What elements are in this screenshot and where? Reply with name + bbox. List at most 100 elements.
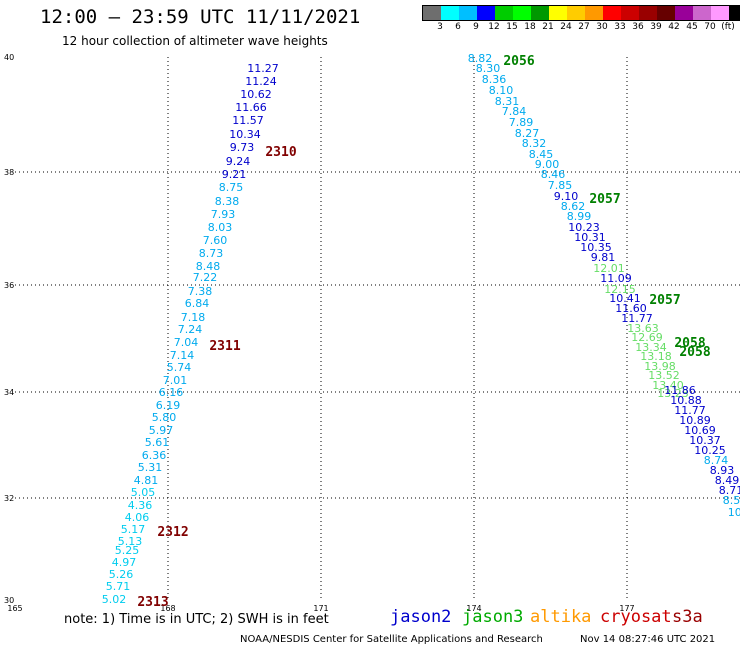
swh-value-right: 9.81 [591,251,616,264]
swh-value-right: 8.27 [515,127,540,140]
color-swatch [585,6,603,20]
swh-value-right: 8.99 [567,210,592,223]
swh-value-right: 10.89 [679,414,711,427]
swh-value-right: 8.46 [541,168,566,181]
swh-value-left: 7.04 [174,336,199,349]
footer-note: note: 1) Time is in UTC; 2) SWH is in fe… [64,612,329,627]
swh-value-right: 7.85 [548,179,573,192]
pass-id-label: 2058 [679,345,710,360]
swh-value-left: 8.03 [208,221,233,234]
swh-value-right: 13.52 [648,369,680,382]
swh-value-right: 10.23 [568,221,600,234]
swh-value-right: 13.34 [635,341,667,354]
swh-value-right: 10.69 [684,424,716,437]
swh-value-left: 7.18 [181,311,206,324]
swh-value-right: 8.45 [529,148,554,161]
swh-value-left: 6.19 [156,399,181,412]
generated-timestamp: Nov 14 08:27:46 UTC 2021 [580,634,716,645]
swh-value-left: 5.26 [109,568,134,581]
color-scale-label: 70 [704,22,716,32]
color-scale-label: 30 [596,22,608,32]
swh-value-left: 9.21 [222,168,247,181]
swh-value-left: 5.97 [149,424,174,437]
swh-value-right: 8.71 [719,484,740,497]
color-swatch [549,6,567,20]
color-swatch [693,6,711,20]
swh-value-left: 10.62 [240,88,272,101]
swh-value-left: 5.13 [118,535,143,548]
legend-altika: altika [530,607,592,627]
pass-id-label: 2057 [649,293,680,308]
swh-value-right: 10.37 [689,434,721,447]
swh-value-right: 8.74 [704,454,729,467]
swh-value-right: 10.25 [694,444,726,457]
swh-value-left: 9.73 [230,141,255,154]
pass-id-label: 2311 [209,339,240,354]
lat-tick-label: 32 [4,494,14,503]
color-scale-label: 3 [437,22,443,32]
credit-text: NOAA/NESDIS Center for Satellite Applica… [240,634,543,645]
swh-value-left: 5.71 [106,580,131,593]
lon-tick-label: 174 [466,604,481,613]
swh-value-left: 5.05 [131,486,156,499]
swh-value-right: 10.31 [574,231,606,244]
swh-value-left: 8.73 [199,247,224,260]
swh-value-right: 11.09 [600,272,632,285]
swh-value-right: 8.82 [468,52,493,65]
color-scale-label: 21 [542,22,554,32]
swh-value-left: 5.31 [138,461,163,474]
swh-value-right: 10.41 [609,292,641,305]
pass-id-label: 2056 [503,54,534,69]
color-scale-label: 15 [506,22,518,32]
legend-jason3: jason3 [462,607,524,627]
lat-tick-label: 30 [4,596,14,605]
pass-id-label: 2057 [589,192,620,207]
color-scale-label: 6 [455,22,461,32]
swh-value-left: 8.75 [219,181,244,194]
legend-cryosat: cryosat [600,607,672,627]
color-swatch [711,6,729,20]
color-scale-label: 33 [614,22,626,32]
swh-value-right: 8.32 [522,137,547,150]
lon-tick-label: 177 [619,604,634,613]
swh-value-left: 5.80 [152,411,177,424]
swh-value-left: 4.81 [134,474,159,487]
swh-value-right: 10.35 [580,241,612,254]
swh-value-left: 10.34 [229,128,261,141]
swh-value-right: 8.10 [489,84,514,97]
swh-value-left: 11.66 [235,101,267,114]
color-scale-label: 36 [632,22,644,32]
legend-s3a: s3a [672,607,703,627]
swh-value-left: 6.36 [142,449,167,462]
swh-value-right: 11.77 [621,312,653,325]
swh-value-left: 7.38 [188,285,213,298]
swh-value-left: 7.24 [178,323,203,336]
color-scale-label: (ft) [721,22,735,32]
color-swatch [657,6,675,20]
swh-value-right: 13.98 [644,360,676,373]
swh-value-right: 8.93 [710,464,735,477]
swh-value-left: 5.17 [121,523,146,536]
swh-value-left: 5.74 [167,361,192,374]
swh-value-left: 7.60 [203,234,228,247]
swh-value-right: 11.60 [615,302,647,315]
swh-value-right: 8.36 [482,73,507,86]
color-scale-label: 12 [488,22,500,32]
color-scale-label: 18 [524,22,536,32]
swh-value-right: 13.63 [627,322,659,335]
swh-value-right: 7.89 [509,116,534,129]
swh-value-right: 13.23 [657,387,689,400]
swh-value-right: 11.77 [674,404,706,417]
lat-tick-label: 40 [4,53,14,62]
swh-value-left: 11.57 [232,114,264,127]
swh-value-left: 7.01 [163,374,188,387]
swh-value-right: 8.49 [715,474,740,487]
map-title: 12:00 – 23:59 UTC 11/11/2021 [40,6,361,28]
swh-value-left: 5.25 [115,544,140,557]
color-swatch [531,6,549,20]
color-swatch [459,6,477,20]
legend-jason2: jason2 [390,607,452,627]
swh-value-left: 11.27 [247,62,279,75]
swh-value-right: 12.01 [593,262,625,275]
lon-tick-label: 168 [160,604,175,613]
